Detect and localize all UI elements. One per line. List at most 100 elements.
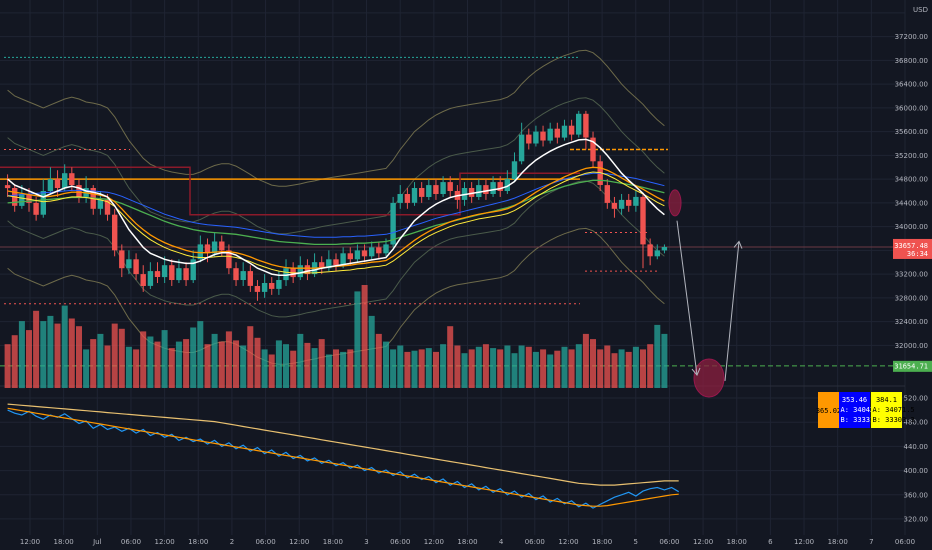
time-tick-label: 18:00 [592,538,612,546]
volume-bar [525,346,532,388]
volume-bar [375,333,382,388]
volume-bar [654,324,661,388]
candle [47,167,54,194]
time-tick-label: 18:00 [323,538,343,546]
candle [626,193,632,212]
candle [40,179,46,218]
time-tick-label: 12:00 [20,538,40,546]
candlesticks [4,110,668,301]
indicator-box-2 [839,392,870,428]
candle [583,110,589,150]
volume-bar [111,323,118,388]
candle [19,185,25,209]
time-tick-label: 12:00 [794,538,814,546]
candle [354,244,361,263]
volume-bar [433,351,439,388]
candle [554,122,560,144]
candle [440,176,446,197]
candle [176,259,182,284]
volume-bar [618,349,625,388]
volume-bar [325,354,332,388]
candle [604,179,610,209]
green-ma-line [7,179,665,246]
volume-bar [333,349,339,388]
indicator-panel [7,403,680,509]
volume-bar [118,328,125,388]
candle [183,262,189,286]
volume-bar [461,353,468,388]
candle [190,250,196,284]
volume-bar [318,339,325,388]
moving-averages [7,138,665,277]
volume-bar [647,344,654,388]
volume-bar [518,345,525,388]
last-price-countdown: 36:34 [907,250,928,258]
candle [476,179,482,200]
volume-bar [133,349,140,388]
volume-bars [4,285,668,389]
top-ellipse [668,189,682,217]
price-axis: USD32000.0032400.0032800.0033200.0033600… [895,6,928,350]
volume-bar [211,333,218,388]
candle [4,174,11,197]
volume-bar [268,354,275,388]
volume-bar [218,341,225,388]
time-tick-label: 12:00 [558,538,578,546]
candle [526,128,532,150]
candle [119,244,125,278]
candle [633,191,639,212]
candle [319,256,325,275]
volume-bar [190,327,197,388]
volume-bar [204,344,211,388]
indicator-box-1-value: 365.02 [816,407,841,415]
volume-bar [532,351,539,388]
bottom-ellipse [693,358,725,398]
time-tick-label: 4 [499,538,504,546]
volume-bar [283,344,289,388]
candle [611,196,618,218]
volume-bar [304,342,311,388]
volume-bar [26,330,32,388]
indicator-tick-label: 480.00 [904,419,929,427]
volume-bar [225,331,232,389]
candle [533,125,539,147]
volume-bar [175,341,182,388]
candle [404,188,411,209]
time-tick-label: 18:00 [54,538,74,546]
volume-bar [390,349,397,388]
volume-bar [661,333,668,388]
candle [547,122,553,144]
indicator-tick-label: 360.00 [904,491,929,499]
candle [397,185,403,209]
volume-bar [475,346,482,388]
volume-bar [454,345,461,388]
candle [347,247,353,266]
volume-bar [18,321,25,389]
indicator-box-2-line2: A: 34042.86 [841,406,887,414]
volume-bar [40,321,47,389]
indicator-tick-label: 400.00 [904,467,929,475]
white-ma-line [7,138,665,277]
time-tick-label: 06:00 [390,538,410,546]
candle [154,262,161,284]
candle [361,244,368,263]
indicator-line-2 [7,407,679,507]
indicator-line-3 [7,403,679,486]
candle [640,193,646,269]
volume-bar [597,349,604,388]
volume-bar [511,353,518,388]
candle [618,193,625,215]
price-tick-label: 35200.00 [895,152,928,160]
time-tick-label: 3 [364,538,368,546]
volume-bar [290,350,297,388]
volume-bar [554,350,561,388]
candle [311,253,318,278]
currency-label: USD [913,6,928,14]
volume-bar [490,348,497,388]
indicator-box-3-line1: 384.1 [876,396,897,404]
indicator-box-3-line3: B: 33303.3 [873,416,915,424]
time-tick-label: 06:00 [255,538,275,546]
volume-bar [604,345,611,388]
time-tick-label: 06:00 [525,538,545,546]
